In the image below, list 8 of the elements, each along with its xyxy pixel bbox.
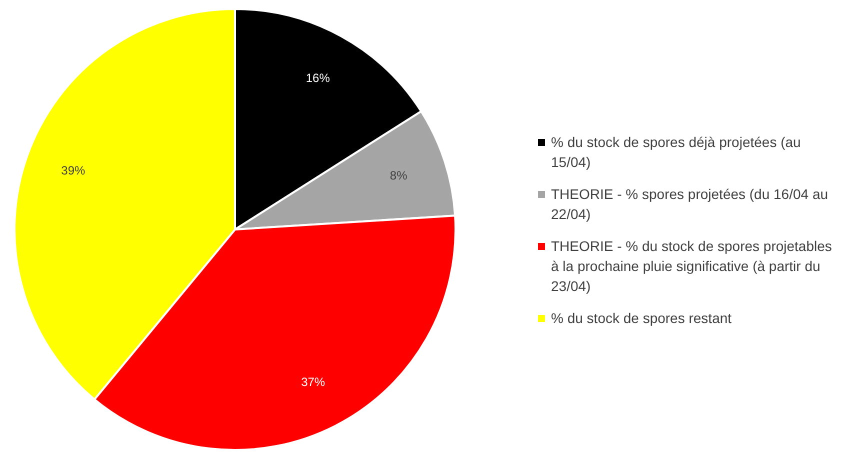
legend-label: % du stock de spores déjà projetées (au 15/04) — [551, 132, 802, 172]
data-label: 37% — [301, 375, 326, 390]
data-label: 39% — [61, 164, 86, 178]
legend-label: % du stock de spores restant — [551, 308, 732, 328]
data-label: 8% — [390, 168, 408, 183]
legend-label: THEORIE - % du stock de spores projetables à la prochaine pluie significative (à partir du 23/04) — [551, 236, 833, 296]
legend-label: THEORIE - % spores projetées (du 16/04 au 22/04) — [551, 184, 830, 224]
data-label: 16% — [306, 71, 330, 86]
